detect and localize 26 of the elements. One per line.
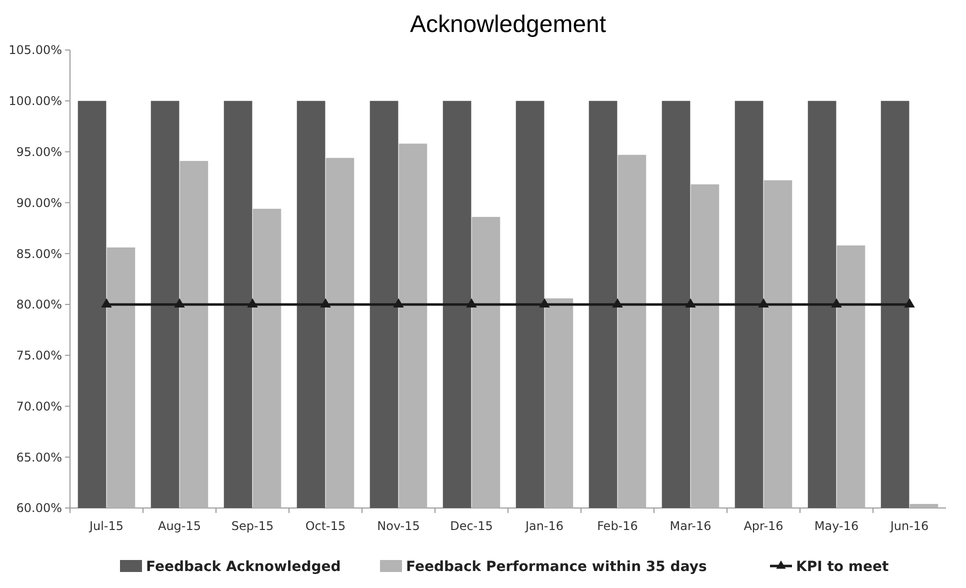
x-tick-label: May-16 xyxy=(814,519,859,533)
y-tick-label: 70.00% xyxy=(16,399,62,414)
y-tick-label: 105.00% xyxy=(8,43,62,58)
x-tick-label: Nov-15 xyxy=(377,519,420,533)
legend-label: Feedback Performance within 35 days xyxy=(406,558,707,575)
x-tick-label: Mar-16 xyxy=(670,519,712,533)
x-tick-label: Sep-15 xyxy=(231,519,274,533)
x-tick-label: Jan-16 xyxy=(524,519,564,533)
y-tick-label: 80.00% xyxy=(16,298,62,312)
y-tick-label: 65.00% xyxy=(16,450,62,464)
x-tick-label: Apr-16 xyxy=(744,519,784,533)
y-tick-label: 75.00% xyxy=(16,348,62,363)
x-tick-label: Aug-15 xyxy=(158,519,202,533)
legend-label: KPI to meet xyxy=(796,558,889,575)
x-tick-label: Jul-15 xyxy=(88,519,124,533)
legend-label: Feedback Acknowledged xyxy=(146,558,341,575)
y-tick-label: 90.00% xyxy=(16,196,62,210)
y-tick-label: 100.00% xyxy=(8,94,62,108)
y-tick-label: 85.00% xyxy=(16,246,62,261)
x-tick-label: Feb-16 xyxy=(597,519,638,533)
y-tick-label: 95.00% xyxy=(16,144,62,159)
x-tick-label: Jun-16 xyxy=(889,519,929,533)
x-tick-label: Oct-15 xyxy=(305,519,346,533)
chart-title: Acknowledgement xyxy=(410,11,606,38)
y-tick-label: 60.00% xyxy=(16,501,62,516)
x-tick-label: Dec-15 xyxy=(450,519,493,533)
